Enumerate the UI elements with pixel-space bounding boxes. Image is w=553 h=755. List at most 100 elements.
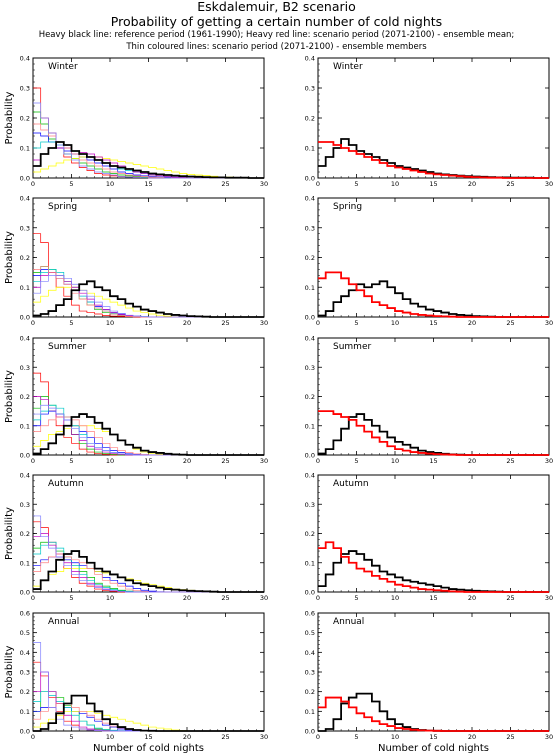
y-tick-label-spring-members: 0.1 [20, 284, 30, 292]
figure-title: Eskdalemuir, B2 scenario [197, 0, 356, 14]
x-tick-label-winter-members: 25 [221, 180, 229, 188]
reference-line-winter-mean [318, 138, 549, 179]
x-tick-label-annual-members: 20 [183, 733, 191, 741]
x-tick-label-annual-members: 10 [106, 733, 114, 741]
y-axis-label-summer-members: Probability [4, 370, 15, 423]
reference-line-spring-mean [318, 280, 549, 318]
y-tick-label-spring-mean: 0.3 [305, 224, 315, 232]
y-tick-label-summer-members: 0.0 [20, 452, 30, 460]
x-tick-label-spring-mean: 5 [354, 319, 358, 327]
reference-line-annual-members [33, 694, 264, 732]
x-tick-label-summer-mean: 10 [391, 457, 399, 465]
x-tick-label-autumn-mean: 10 [391, 594, 399, 602]
y-tick-label-summer-members: 0.1 [20, 422, 30, 430]
x-tick-label-autumn-mean: 30 [545, 594, 553, 602]
panel-label-winter-members: Winter [48, 62, 78, 72]
ensemble-mean-line-summer-mean [318, 410, 549, 456]
y-tick-label-autumn-mean: 0.3 [305, 501, 315, 509]
y-tick-label-annual-mean: 0.4 [305, 649, 315, 657]
plot-frame-summer-mean [317, 337, 550, 456]
reference-line-winter-members [33, 141, 264, 179]
x-tick-label-summer-mean: 25 [506, 457, 514, 465]
reference-line-spring-members [33, 280, 264, 318]
plot-frame-winter-mean [317, 57, 550, 179]
x-tick-label-winter-members: 30 [260, 180, 268, 188]
x-tick-label-annual-mean: 25 [506, 733, 514, 741]
x-tick-label-summer-members: 25 [221, 457, 229, 465]
y-tick-label-annual-members: 0.6 [20, 610, 30, 618]
ensemble-member-line-annual-members-1 [33, 661, 264, 732]
panel-label-summer-mean: Summer [333, 342, 371, 352]
ensemble-mean-line-autumn-mean [318, 541, 549, 593]
x-tick-label-winter-mean: 30 [545, 180, 553, 188]
x-tick-label-summer-members: 10 [106, 457, 114, 465]
x-axis-label-annual-members: Number of cold nights [93, 743, 204, 754]
y-tick-label-winter-members: 0.2 [20, 115, 30, 123]
y-tick-label-winter-members: 0.3 [20, 85, 30, 93]
x-tick-label-annual-mean: 20 [468, 733, 476, 741]
y-tick-label-spring-members: 0.3 [20, 224, 30, 232]
y-tick-label-spring-members: 0.0 [20, 314, 30, 322]
y-tick-label-winter-mean: 0.2 [305, 115, 315, 123]
x-tick-label-summer-members: 15 [144, 457, 152, 465]
y-tick-label-summer-mean: 0.1 [305, 422, 315, 430]
x-tick-label-autumn-members: 20 [183, 594, 191, 602]
y-tick-label-winter-mean: 0.4 [305, 55, 315, 63]
x-tick-label-autumn-members: 30 [260, 594, 268, 602]
x-tick-label-summer-members: 30 [260, 457, 268, 465]
x-tick-label-autumn-members: 10 [106, 594, 114, 602]
legend-note-line-2: Thin coloured lines: scenario period (20… [126, 42, 427, 52]
x-tick-label-summer-members: 20 [183, 457, 191, 465]
x-tick-label-winter-members: 0 [31, 180, 35, 188]
x-tick-label-winter-mean: 10 [391, 180, 399, 188]
x-tick-label-autumn-members: 25 [221, 594, 229, 602]
ensemble-member-line-summer-members-5 [33, 404, 264, 456]
y-tick-label-annual-members: 0.4 [20, 649, 30, 657]
x-tick-label-spring-members: 30 [260, 319, 268, 327]
x-tick-label-summer-members: 0 [31, 457, 35, 465]
y-tick-label-summer-members: 0.4 [20, 335, 30, 343]
y-tick-label-autumn-members: 0.2 [20, 530, 30, 538]
x-tick-label-annual-mean: 5 [354, 733, 358, 741]
panel-label-annual-members: Annual [48, 617, 79, 627]
ensemble-member-line-summer-members-3 [33, 410, 264, 456]
y-tick-label-spring-mean: 0.0 [305, 314, 315, 322]
y-tick-label-autumn-mean: 0.1 [305, 559, 315, 567]
ensemble-mean-line-annual-mean [318, 696, 549, 732]
x-tick-label-spring-members: 20 [183, 319, 191, 327]
y-tick-label-annual-mean: 0.6 [305, 610, 315, 618]
y-tick-label-spring-mean: 0.4 [305, 195, 315, 203]
y-tick-label-annual-mean: 0.3 [305, 669, 315, 677]
reference-line-autumn-members [33, 550, 264, 593]
y-tick-label-autumn-members: 0.4 [20, 472, 30, 480]
panel-label-autumn-members: Autumn [48, 479, 84, 489]
y-tick-label-autumn-mean: 0.0 [305, 589, 315, 597]
x-tick-label-winter-mean: 20 [468, 180, 476, 188]
panel-label-autumn-mean: Autumn [333, 479, 369, 489]
x-tick-label-spring-mean: 30 [545, 319, 553, 327]
plot-frame-autumn-mean [317, 474, 550, 593]
y-tick-label-annual-mean: 0.2 [305, 688, 315, 696]
y-tick-label-winter-mean: 0.3 [305, 85, 315, 93]
x-tick-label-autumn-mean: 0 [316, 594, 320, 602]
x-tick-label-autumn-mean: 5 [354, 594, 358, 602]
x-tick-label-annual-members: 30 [260, 733, 268, 741]
x-tick-label-winter-mean: 25 [506, 180, 514, 188]
y-tick-label-spring-members: 0.4 [20, 195, 30, 203]
x-tick-label-winter-members: 10 [106, 180, 114, 188]
ensemble-member-line-winter-members-1 [33, 87, 264, 179]
y-tick-label-autumn-members: 0.0 [20, 589, 30, 597]
reference-line-autumn-mean [318, 550, 549, 593]
x-tick-label-annual-members: 0 [31, 733, 35, 741]
legend-note-line-1: Heavy black line: reference period (1961… [38, 30, 515, 40]
y-tick-label-winter-members: 0.1 [20, 145, 30, 153]
x-tick-label-winter-mean: 5 [354, 180, 358, 188]
x-tick-label-annual-members: 25 [221, 733, 229, 741]
plot-frame-spring-mean [317, 197, 550, 318]
ensemble-member-line-spring-members-4 [33, 286, 264, 318]
panel-label-spring-mean: Spring [333, 202, 362, 212]
x-tick-label-summer-mean: 0 [316, 457, 320, 465]
y-tick-label-winter-mean: 0.1 [305, 145, 315, 153]
x-tick-label-annual-mean: 15 [429, 733, 437, 741]
